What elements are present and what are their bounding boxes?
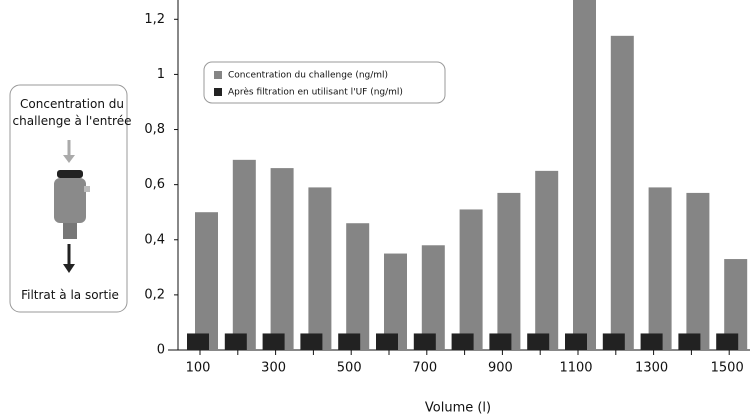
bar [300, 333, 323, 350]
bar [421, 245, 445, 350]
bar [573, 0, 596, 350]
x-tick-label: 500 [337, 361, 362, 376]
y-tick-label: 0,8 [144, 122, 165, 137]
y-tick-label: 0,4 [144, 232, 165, 247]
bar [527, 333, 550, 350]
bar [459, 209, 483, 350]
bar [602, 333, 625, 350]
bar [346, 223, 370, 350]
bar [648, 187, 672, 350]
bar [195, 212, 218, 350]
legend-swatch [214, 71, 222, 79]
input-label: Concentration du challenge à l'entrée [12, 97, 132, 128]
x-tick-label: 900 [488, 361, 513, 376]
x-tick-label: 100 [186, 361, 211, 376]
x-tick-label: 300 [261, 361, 286, 376]
x-tick-label: 700 [412, 361, 437, 376]
bar [489, 333, 512, 350]
y-tick-label: 0,2 [144, 287, 165, 302]
y-tick-label: 1,2 [144, 12, 165, 27]
x-tick-label: 1100 [559, 361, 592, 376]
y-tick-label: 0 [157, 343, 165, 358]
x-tick-label: 1500 [711, 361, 744, 376]
bar [678, 333, 701, 350]
bar [232, 159, 256, 350]
bar [262, 333, 285, 350]
bar [338, 333, 361, 350]
y-tick-label: 0,6 [144, 177, 165, 192]
bar [376, 333, 398, 350]
bar [640, 333, 663, 350]
bar [413, 333, 436, 350]
y-tick-label: 1 [157, 67, 165, 82]
filter-icon [54, 140, 90, 273]
bar [724, 259, 748, 350]
bar [497, 192, 521, 350]
legend-label: Après filtration en utilisant l'UF (ng/m… [228, 87, 403, 98]
bar [384, 253, 407, 350]
bar [686, 192, 710, 350]
bar [308, 187, 332, 350]
legend-swatch [214, 88, 222, 96]
bar [610, 35, 634, 350]
output-label: Filtrat à la sortie [21, 288, 119, 302]
bar [451, 333, 474, 350]
bar [187, 333, 209, 350]
x-tick-label: 1300 [635, 361, 668, 376]
bar [565, 333, 587, 350]
bar [716, 333, 739, 350]
bar [535, 170, 559, 350]
bar [224, 333, 247, 350]
bar [270, 168, 294, 350]
legend-label: Concentration du challenge (ng/ml) [228, 71, 388, 81]
x-axis-title: Volume (l) [425, 401, 491, 416]
legend-box [203, 61, 446, 104]
